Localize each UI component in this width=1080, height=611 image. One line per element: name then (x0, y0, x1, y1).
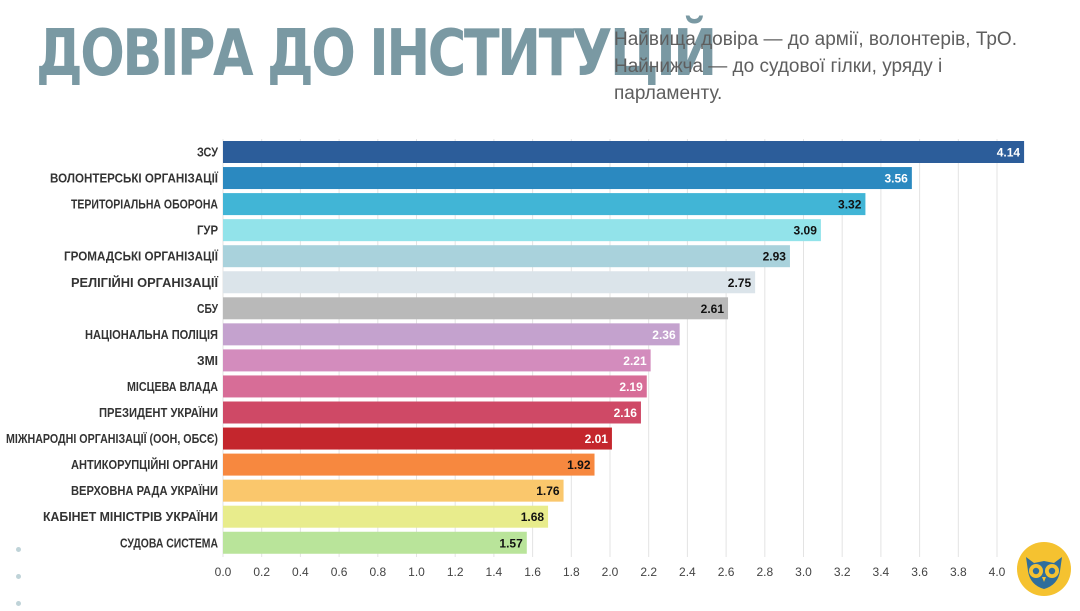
value-label: 1.68 (521, 510, 545, 524)
dot-icon (16, 601, 21, 606)
x-tick-label: 0.8 (369, 565, 386, 579)
category-label: НАЦІОНАЛЬНА ПОЛІЦІЯ (85, 327, 218, 342)
value-label: 2.36 (652, 328, 676, 342)
x-tick-label: 0.2 (253, 565, 270, 579)
dot-icon (16, 574, 21, 579)
bar (223, 245, 790, 268)
bar (223, 375, 647, 398)
x-tick-label: 2.4 (679, 565, 696, 579)
category-label: ВЕРХОВНА РАДА УКРАЇНИ (71, 483, 218, 498)
category-label: МІСЦЕВА ВЛАДА (127, 379, 218, 394)
value-label: 4.14 (997, 146, 1021, 160)
chart-value-labels: 4.14 3.56 3.32 3.09 2.93 2.752.61 2.36 2.21 2.19… (499, 146, 1020, 551)
bar (223, 505, 549, 528)
category-label: СБУ (197, 301, 219, 316)
x-tick-label: 1.4 (486, 565, 503, 579)
value-label: 3.09 (794, 224, 818, 238)
category-label: ГРОМАДСЬКІ ОРГАНІЗАЦІЇ (64, 249, 218, 264)
dot-icon (16, 547, 21, 552)
category-label: ПРЕЗИДЕНТ УКРАЇНИ (99, 405, 218, 420)
x-tick-label: 1.2 (447, 565, 464, 579)
x-tick-label: 4.0 (989, 565, 1006, 579)
x-tick-label: 1.8 (563, 565, 580, 579)
x-tick-label: 0.4 (292, 565, 309, 579)
bar (223, 141, 1025, 163)
category-label: МІЖНАРОДНІ ОРГАНІЗАЦІЇ (ООН, ОБСЄ) (6, 431, 218, 446)
category-label: ГУР (197, 223, 218, 238)
value-label: 2.19 (619, 380, 643, 394)
bar (223, 167, 912, 190)
category-label: ЗСУ (197, 145, 219, 160)
value-label: 2.93 (763, 250, 787, 264)
category-label: ВОЛОНТЕРСЬКІ ОРГАНІЗАЦІЇ (50, 171, 218, 186)
page-subtitle: Найвища довіра — до армії, волонтерів, Т… (614, 29, 1017, 104)
page-title: ДОВІРА ДО ІНСТИТУЦІЙ (36, 17, 717, 91)
x-tick-label: 3.8 (950, 565, 967, 579)
x-tick-label: 3.4 (873, 565, 890, 579)
value-label: 3.56 (885, 172, 909, 186)
bar (223, 401, 641, 424)
chart-x-tick-labels: 0.0 0.2 0.4 0.6 0.8 1.0 1.2 1.4 1.6 1.8 2.0 2.2 2.4 2… (215, 565, 1006, 579)
x-tick-label: 3.0 (795, 565, 812, 579)
category-label: КАБІНЕТ МІНІСТРІВ УКРАЇНИ (43, 509, 218, 524)
bar (223, 349, 651, 372)
x-tick-label: 2.8 (756, 565, 773, 579)
category-label: СУДОВА СИСТЕМА (120, 535, 218, 550)
bar (223, 453, 595, 476)
value-label: 2.21 (623, 354, 647, 368)
x-tick-label: 3.2 (834, 565, 851, 579)
x-tick-label: 2.2 (640, 565, 657, 579)
category-label: ЗМІ (197, 353, 218, 368)
x-tick-label: 1.6 (524, 565, 541, 579)
bar (223, 219, 821, 242)
bar (223, 531, 527, 554)
x-tick-label: 0.6 (331, 565, 348, 579)
category-label: РЕЛІГІЙНІ ОРГАНІЗАЦІЇ (71, 275, 218, 290)
value-label: 2.16 (614, 406, 638, 420)
x-tick-label: 1.0 (408, 565, 425, 579)
bar (223, 427, 612, 450)
bar (223, 193, 866, 216)
value-label: 1.76 (536, 484, 560, 498)
bar (223, 323, 680, 346)
bar (223, 479, 564, 502)
value-label: 1.57 (499, 536, 523, 550)
category-label: АНТИКОРУПЦІЙНІ ОРГАНИ (71, 457, 218, 472)
owl-logo-icon (1017, 542, 1071, 596)
value-label: 2.75 (728, 276, 752, 290)
value-label: 1.92 (567, 458, 591, 472)
category-label: ТЕРИТОРІАЛЬНА ОБОРОНА (71, 197, 218, 212)
chart-category-labels: ЗСУ ВОЛОНТЕРСЬКІ ОРГАНІЗАЦІЇ ТЕРИТОРІАЛЬНА… (6, 145, 219, 551)
x-tick-label: 0.0 (215, 565, 232, 579)
x-tick-label: 2.6 (718, 565, 735, 579)
x-tick-label: 3.6 (911, 565, 928, 579)
value-label: 3.32 (838, 198, 862, 212)
bar (223, 271, 756, 294)
chart-bars (223, 141, 1025, 554)
x-tick-label: 2.0 (602, 565, 619, 579)
value-label: 2.01 (585, 432, 609, 446)
value-label: 2.61 (701, 302, 725, 316)
bar (223, 297, 729, 320)
